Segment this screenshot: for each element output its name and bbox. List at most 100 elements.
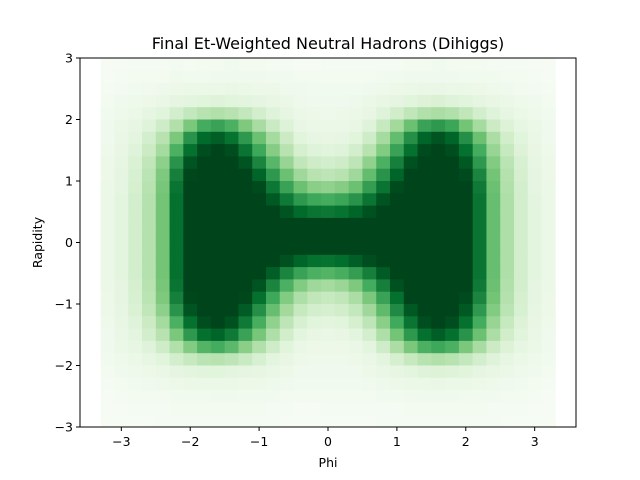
heatmap-cell — [128, 70, 143, 83]
heatmap-cell — [224, 156, 239, 170]
heatmap-cell — [224, 353, 239, 366]
heatmap-cell — [169, 242, 184, 256]
heatmap-cell — [417, 181, 432, 194]
heatmap-cell — [334, 217, 350, 231]
heatmap-cell — [197, 316, 212, 329]
heatmap-cell — [321, 193, 336, 206]
heatmap-cell — [417, 107, 432, 120]
heatmap-cell — [183, 181, 198, 194]
heatmap-cell — [390, 304, 405, 317]
heatmap-cell — [472, 377, 487, 391]
heatmap-cell — [266, 193, 281, 206]
heatmap-cell — [390, 267, 405, 280]
heatmap-cell — [279, 107, 294, 120]
heatmap-cell — [321, 328, 336, 342]
heatmap-cell — [307, 254, 322, 268]
heatmap-cell — [417, 242, 432, 256]
heatmap-cell — [252, 353, 267, 366]
heatmap-cell — [431, 414, 446, 428]
heatmap-cell — [183, 230, 198, 243]
heatmap-cell — [307, 242, 322, 256]
heatmap-cell — [500, 279, 515, 293]
heatmap-cell — [238, 131, 253, 145]
heatmap-cell — [169, 230, 184, 243]
heatmap-cell — [390, 94, 405, 108]
heatmap-cell — [321, 377, 336, 391]
heatmap-cell — [527, 156, 542, 170]
heatmap-cell — [541, 390, 556, 403]
heatmap-cell — [238, 414, 253, 428]
heatmap-cell — [183, 377, 198, 391]
heatmap-cell — [486, 340, 501, 354]
heatmap-cell — [334, 193, 350, 206]
heatmap-cell — [472, 279, 487, 293]
heatmap-cell — [403, 365, 418, 379]
y-tick-label: 0 — [65, 235, 73, 250]
heatmap-cell — [224, 402, 239, 416]
heatmap-cell — [210, 402, 226, 416]
heatmap-cell — [472, 316, 487, 329]
heatmap-cell — [224, 58, 239, 71]
heatmap-cell — [514, 119, 529, 133]
heatmap-cell — [362, 390, 377, 403]
heatmap-cell — [334, 205, 350, 219]
heatmap-cell — [362, 304, 377, 317]
heatmap-cell — [431, 156, 446, 170]
heatmap-cell — [293, 291, 308, 305]
heatmap-cell — [376, 340, 391, 354]
heatmap-cell — [293, 414, 308, 428]
heatmap-cell — [472, 402, 487, 416]
heatmap-cell — [321, 107, 336, 120]
heatmap-cell — [155, 267, 170, 280]
heatmap-cell — [445, 365, 460, 379]
heatmap-cell — [321, 94, 336, 108]
heatmap-cell — [307, 181, 322, 194]
heatmap-cell — [224, 316, 239, 329]
heatmap-cell — [445, 267, 460, 280]
heatmap-cell — [362, 156, 377, 170]
heatmap-cell — [266, 304, 281, 317]
heatmap-cell — [321, 291, 336, 305]
heatmap-cell — [403, 205, 418, 219]
heatmap-cell — [252, 131, 267, 145]
heatmap-cell — [142, 365, 157, 379]
heatmap-cell — [293, 58, 308, 71]
heatmap-cell — [155, 131, 170, 145]
heatmap-cell — [445, 205, 460, 219]
heatmap-cell — [472, 156, 487, 170]
heatmap-cell — [541, 94, 556, 108]
heatmap-cell — [390, 119, 405, 133]
heatmap-cell — [183, 193, 198, 206]
heatmap-cell — [527, 230, 542, 243]
heatmap-cell — [362, 377, 377, 391]
heatmap-cell — [472, 390, 487, 403]
heatmap-cell — [472, 254, 487, 268]
heatmap-cell — [514, 328, 529, 342]
heatmap-cell — [458, 316, 474, 329]
heatmap-cell — [486, 353, 501, 366]
heatmap-cell — [114, 156, 129, 170]
heatmap-cell — [266, 168, 281, 182]
heatmap-cell — [197, 94, 212, 108]
heatmap-cell — [500, 402, 515, 416]
heatmap-cell — [321, 340, 336, 354]
heatmap-cell — [458, 254, 474, 268]
heatmap-cell — [541, 193, 556, 206]
heatmap-cell — [128, 168, 143, 182]
heatmap-cell — [293, 402, 308, 416]
heatmap-cell — [500, 390, 515, 403]
heatmap-cell — [183, 353, 198, 366]
heatmap-cell — [155, 168, 170, 182]
heatmap-cell — [266, 402, 281, 416]
heatmap-cell — [266, 414, 281, 428]
heatmap-cell — [514, 144, 529, 157]
heatmap-cell — [348, 107, 363, 120]
heatmap-cell — [541, 119, 556, 133]
heatmap-cell — [417, 254, 432, 268]
heatmap-cell — [362, 402, 377, 416]
heatmap-cell — [114, 267, 129, 280]
heatmap-cell — [307, 402, 322, 416]
heatmap-cell — [403, 377, 418, 391]
heatmap-cell — [541, 156, 556, 170]
heatmap-cell — [155, 70, 170, 83]
